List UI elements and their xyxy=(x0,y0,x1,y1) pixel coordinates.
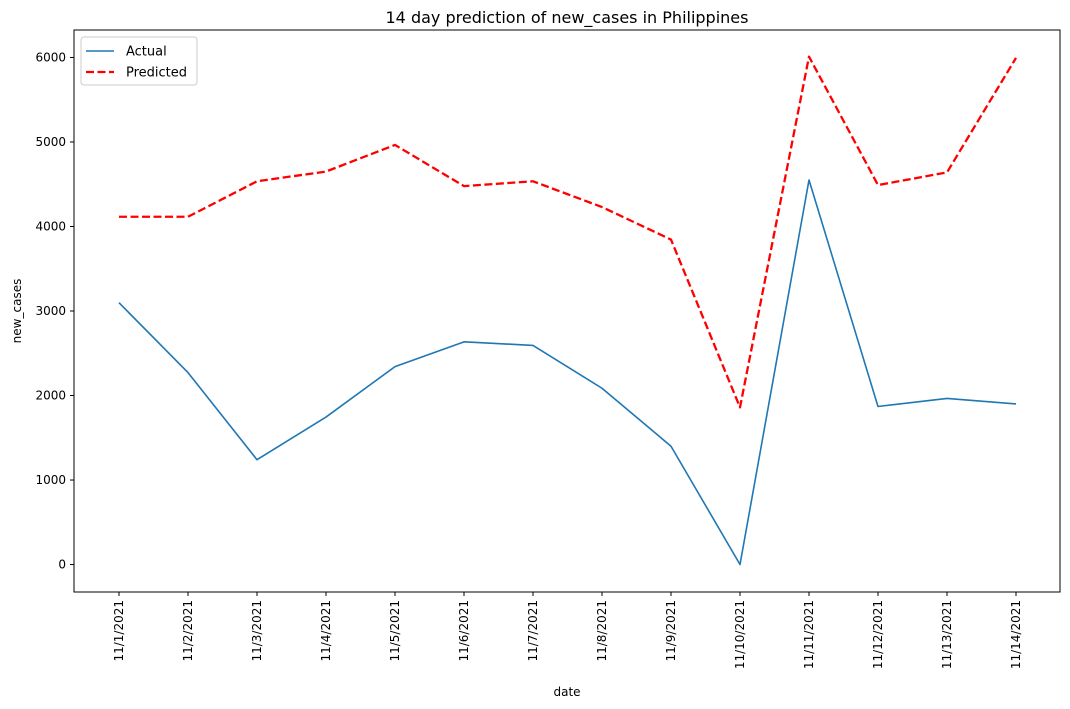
y-tick-label: 0 xyxy=(58,558,66,572)
plot-frame xyxy=(73,29,1061,593)
x-axis-label: date xyxy=(553,685,580,699)
x-axis: 11/1/2021 11/2/2021 11/3/2021 11/4/2021 11/5… xyxy=(112,592,1023,669)
x-tick-label: 11/6/2021 xyxy=(457,600,471,662)
series-layer xyxy=(118,55,1017,566)
y-axis-label: new_cases xyxy=(10,279,24,344)
x-tick-label: 11/4/2021 xyxy=(319,600,333,662)
x-tick-label: 11/13/2021 xyxy=(940,600,954,669)
y-tick-label: 5000 xyxy=(35,135,66,149)
legend: Actual Predicted xyxy=(80,36,198,86)
x-tick-label: 11/3/2021 xyxy=(250,600,264,662)
x-tick-label: 11/11/2021 xyxy=(802,600,816,669)
y-tick-label: 2000 xyxy=(35,389,66,403)
y-tick-label: 4000 xyxy=(35,219,66,233)
y-tick-label: 1000 xyxy=(35,473,66,487)
x-tick-label: 11/2/2021 xyxy=(181,600,195,662)
x-tick-label: 11/12/2021 xyxy=(871,600,885,669)
y-tick-label: 3000 xyxy=(35,304,66,318)
x-tick-label: 11/10/2021 xyxy=(733,600,747,669)
chart-title: 14 day prediction of new_cases in Philip… xyxy=(386,8,749,28)
y-tick-label: 6000 xyxy=(35,50,66,64)
x-tick-label: 11/8/2021 xyxy=(595,600,609,662)
x-tick-label: 11/1/2021 xyxy=(112,600,126,662)
y-axis: 0 1000 2000 3000 4000 5000 6000 xyxy=(35,50,74,572)
series-line-predicted xyxy=(119,55,1017,409)
legend-label-actual: Actual xyxy=(126,45,167,60)
x-tick-label: 11/9/2021 xyxy=(664,600,678,662)
x-tick-label: 11/14/2021 xyxy=(1009,600,1023,669)
legend-label-predicted: Predicted xyxy=(126,66,187,81)
series-line-actual xyxy=(118,179,1017,566)
x-tick-label: 11/5/2021 xyxy=(388,600,402,662)
x-tick-label: 11/7/2021 xyxy=(526,600,540,662)
